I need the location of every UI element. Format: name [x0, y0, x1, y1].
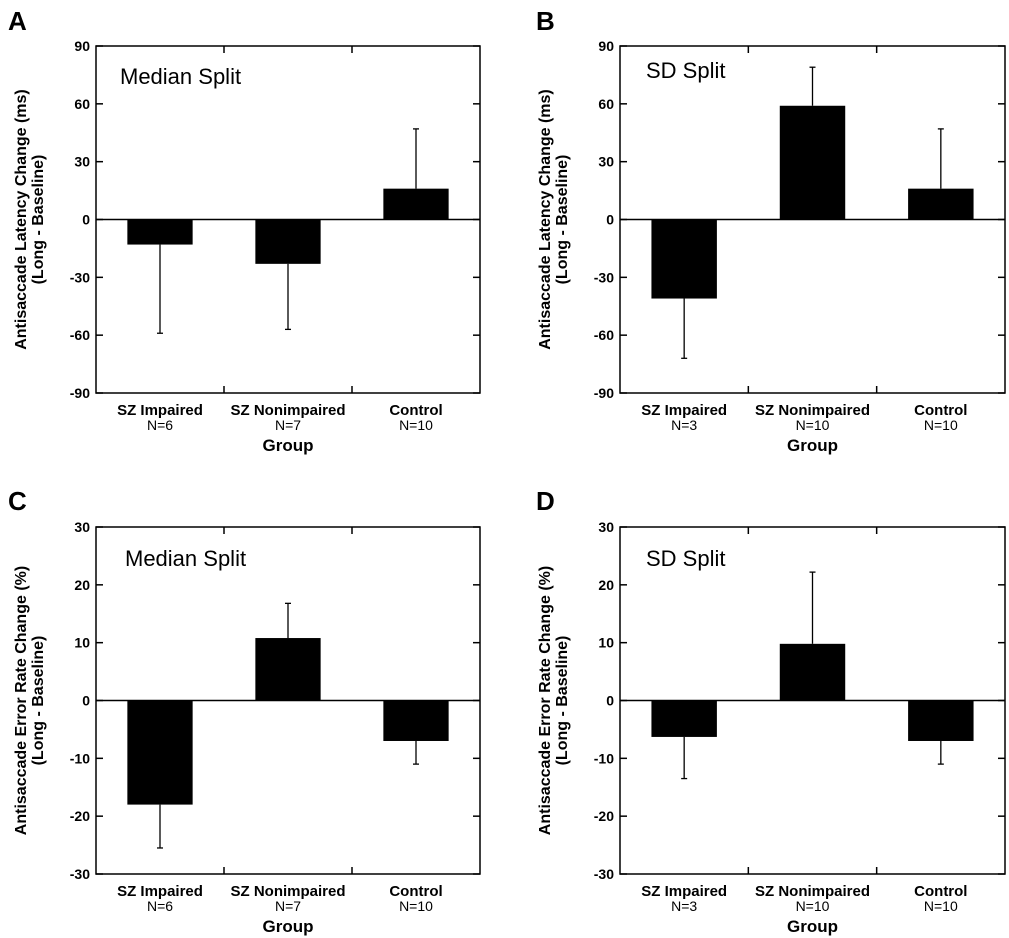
x-category-label: SZ Impaired	[641, 402, 727, 419]
x-category-label: SZ Impaired	[117, 883, 203, 900]
y-tick-label: 10	[74, 635, 90, 651]
x-category-label: Control	[389, 883, 442, 900]
y-tick-label: 30	[74, 519, 90, 535]
x-category-n-label: N=6	[147, 417, 173, 433]
bar-control	[383, 188, 449, 220]
y-tick-label: 0	[82, 212, 90, 228]
panel-letter: A	[8, 6, 27, 36]
x-category-label: Control	[914, 883, 967, 900]
bar-control	[908, 188, 974, 220]
x-category-n-label: N=7	[275, 898, 301, 914]
bar-sz-nonimpaired	[779, 105, 846, 220]
y-tick-label: -30	[594, 866, 614, 882]
y-axis-title: Antisaccade Error Rate Change (%)	[537, 566, 554, 835]
bar-control	[908, 700, 974, 741]
x-category-n-label: N=10	[924, 898, 958, 914]
x-category-n-label: N=10	[796, 417, 830, 433]
x-category-n-label: N=10	[399, 898, 433, 914]
x-category-n-label: N=3	[671, 417, 697, 433]
bar-sz-impaired	[651, 219, 717, 299]
chart-title: Median Split	[120, 64, 241, 89]
bar-sz-nonimpaired	[779, 643, 846, 701]
x-category-label: SZ Nonimpaired	[755, 883, 870, 900]
bar-sz-impaired	[127, 700, 193, 805]
y-tick-label: 20	[598, 577, 614, 593]
panel-letter: C	[8, 486, 27, 516]
y-tick-label: 0	[82, 693, 90, 709]
y-tick-label: -10	[70, 750, 90, 766]
y-axis-subtitle: (Long - Baseline)	[554, 636, 571, 766]
y-tick-label: 90	[598, 38, 614, 54]
y-tick-label: 30	[598, 519, 614, 535]
x-category-label: SZ Nonimpaired	[230, 883, 345, 900]
bar-sz-impaired	[651, 700, 717, 737]
y-tick-label: 0	[606, 693, 614, 709]
chart-title: SD Split	[646, 546, 725, 571]
y-axis-title: Antisaccade Latency Change (ms)	[537, 89, 554, 350]
chart-title: Median Split	[125, 546, 246, 571]
y-axis-subtitle: (Long - Baseline)	[30, 155, 47, 285]
y-axis-subtitle: (Long - Baseline)	[30, 636, 47, 766]
y-tick-label: 60	[74, 96, 90, 112]
y-tick-label: -90	[70, 385, 90, 401]
panel-letter: D	[536, 486, 555, 516]
x-category-n-label: N=6	[147, 898, 173, 914]
x-axis-title: Group	[787, 917, 838, 936]
y-tick-label: -90	[594, 385, 614, 401]
y-tick-label: 0	[606, 212, 614, 228]
bar-control	[383, 700, 449, 741]
y-tick-label: -20	[594, 808, 614, 824]
y-tick-label: -30	[594, 269, 614, 285]
x-axis-title: Group	[787, 436, 838, 455]
x-category-n-label: N=10	[796, 898, 830, 914]
y-axis-title: Antisaccade Latency Change (ms)	[13, 89, 30, 350]
panel-letter: B	[536, 6, 555, 36]
x-category-label: Control	[914, 402, 967, 419]
x-axis-title: Group	[263, 917, 314, 936]
x-category-n-label: N=3	[671, 898, 697, 914]
y-tick-label: -30	[70, 269, 90, 285]
x-category-label: SZ Impaired	[117, 402, 203, 419]
y-tick-label: 90	[74, 38, 90, 54]
y-tick-label: -10	[594, 750, 614, 766]
bar-sz-nonimpaired	[255, 219, 321, 264]
y-tick-label: 30	[598, 154, 614, 170]
x-category-n-label: N=7	[275, 417, 301, 433]
bar-sz-nonimpaired	[255, 638, 321, 701]
y-tick-label: 20	[74, 577, 90, 593]
y-tick-label: 10	[598, 635, 614, 651]
y-tick-label: -60	[70, 327, 90, 343]
x-category-label: SZ Nonimpaired	[230, 402, 345, 419]
x-category-label: SZ Impaired	[641, 883, 727, 900]
y-axis-subtitle: (Long - Baseline)	[554, 155, 571, 285]
y-axis-title: Antisaccade Error Rate Change (%)	[13, 566, 30, 835]
y-tick-label: -20	[70, 808, 90, 824]
x-category-n-label: N=10	[399, 417, 433, 433]
bar-sz-impaired	[127, 219, 193, 245]
y-tick-label: 60	[598, 96, 614, 112]
x-axis-title: Group	[263, 436, 314, 455]
y-tick-label: 30	[74, 154, 90, 170]
chart-title: SD Split	[646, 58, 725, 83]
y-tick-label: -60	[594, 327, 614, 343]
x-category-n-label: N=10	[924, 417, 958, 433]
x-category-label: Control	[389, 402, 442, 419]
x-category-label: SZ Nonimpaired	[755, 402, 870, 419]
y-tick-label: -30	[70, 866, 90, 882]
